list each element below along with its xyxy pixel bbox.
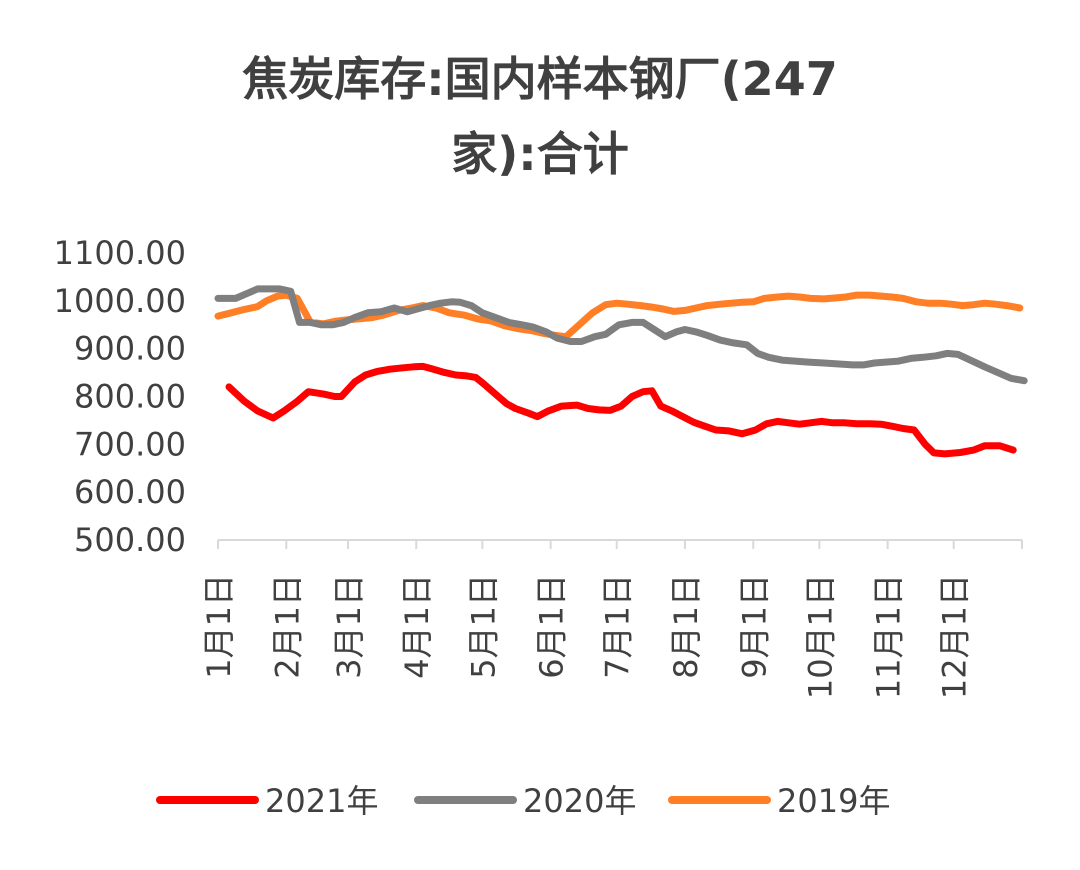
y-tick-label: 700.00	[74, 425, 186, 463]
legend-label: 2019年	[777, 782, 890, 820]
chart-title-line-2: 家):合计	[451, 127, 628, 181]
y-tick-label: 1000.00	[54, 282, 186, 320]
series-line-2019年	[214, 291, 1024, 341]
x-tick-label: 8月1日	[667, 574, 705, 679]
x-tick-label: 11月1日	[870, 574, 908, 699]
x-axis: 1月1日 2月1日 3月1日 4月1日 5月1日 6月1日 7月1日 8月1日 9月1日 10月1…	[200, 539, 1023, 699]
x-tick-label: 4月1日	[398, 574, 436, 679]
legend-label: 2021年	[265, 782, 378, 820]
series-layer	[214, 285, 1028, 458]
y-tick-label: 500.00	[74, 521, 186, 559]
x-tick-label: 2月1日	[268, 574, 306, 679]
y-axis: 1100.00 1000.00 900.00 800.00 700.00 600.00 50…	[54, 234, 186, 559]
x-tick-label: 5月1日	[464, 574, 502, 679]
x-tick-label: 10月1日	[801, 574, 839, 699]
x-tick-label: 3月1日	[330, 574, 368, 679]
x-tick-label: 7月1日	[599, 574, 637, 679]
y-tick-label: 900.00	[74, 330, 186, 368]
legend-label: 2020年	[523, 782, 636, 820]
y-tick-label: 600.00	[74, 473, 186, 511]
chart-title-line-1: 焦炭库存:国内样本钢厂(247	[242, 52, 837, 106]
legend: 2021年 2020年 2019年	[156, 782, 890, 820]
y-tick-label: 800.00	[74, 378, 186, 416]
series-line-2020年	[214, 285, 1028, 385]
series-line-2021年	[225, 362, 1017, 458]
x-tick-label: 1月1日	[200, 574, 238, 679]
x-tick-label: 12月1日	[936, 574, 974, 699]
x-tick-label: 9月1日	[735, 574, 773, 679]
x-tick-label: 6月1日	[533, 574, 571, 679]
chart-title: 焦炭库存:国内样本钢厂(247 家):合计	[242, 52, 837, 181]
y-tick-label: 1100.00	[54, 234, 186, 272]
